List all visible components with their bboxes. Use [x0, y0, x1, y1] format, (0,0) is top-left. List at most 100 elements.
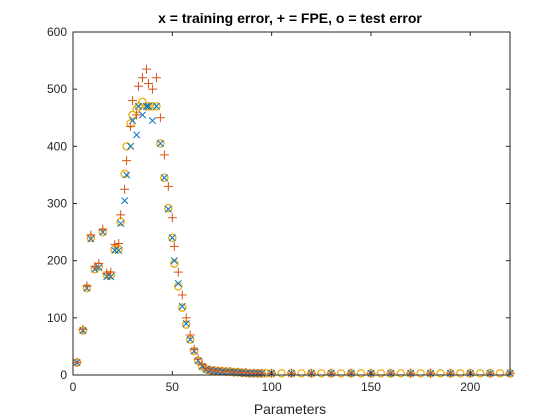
fpe-point: [169, 241, 179, 251]
fpe-point: [426, 368, 436, 378]
test-error-point: [144, 102, 153, 111]
fpe-point: [241, 368, 251, 378]
training-error-point: [142, 102, 151, 110]
training-error-point: [144, 102, 153, 110]
training-error-point: [148, 117, 157, 125]
test-error-point: [416, 368, 425, 378]
fpe-point: [141, 64, 151, 74]
test-error-point: [160, 173, 169, 183]
test-error-point: [297, 368, 306, 378]
fpe-point: [110, 240, 120, 250]
fpe-point: [114, 239, 124, 249]
fpe-point: [193, 354, 203, 364]
test-error-point: [170, 259, 179, 268]
plot-area: [73, 32, 510, 375]
training-error-point: [170, 257, 178, 265]
training-error-point: [152, 102, 160, 110]
y-tick-label: 200: [47, 254, 67, 268]
training-error-point: [121, 197, 129, 205]
training-error-point: [123, 171, 131, 179]
test-error-point: [152, 102, 161, 111]
fpe-point: [185, 330, 195, 340]
x-tick-label: 200: [460, 380, 480, 394]
test-error-point: [396, 368, 406, 378]
x-tick-label: 0: [70, 380, 77, 394]
fpe-point: [155, 113, 165, 123]
test-error-point: [164, 203, 173, 213]
fpe-point: [445, 368, 455, 378]
test-error-point: [277, 368, 286, 378]
training-error-point: [174, 279, 182, 288]
fpe-point: [201, 363, 211, 373]
training-error-point: [182, 319, 190, 328]
fpe-point: [128, 96, 138, 106]
y-tick-label: 400: [47, 139, 67, 153]
test-error-point: [156, 139, 165, 148]
fpe-point: [134, 81, 144, 91]
x-axis-label: Parameters: [254, 401, 326, 417]
test-error-point: [436, 368, 445, 378]
series-FPE: [72, 64, 515, 378]
training-error-point: [164, 205, 172, 213]
fpe-point: [189, 344, 199, 354]
training-error-point: [138, 111, 147, 119]
fpe-point: [163, 181, 173, 191]
fpe-point: [82, 281, 92, 291]
test-error-point: [376, 368, 386, 378]
training-error-point: [186, 336, 194, 344]
x-axis: 0 50 100 150 200: [70, 32, 481, 394]
fpe-point: [138, 73, 148, 83]
training-error-point: [178, 302, 186, 310]
fpe-point: [177, 290, 187, 300]
fpe-point: [257, 368, 267, 378]
training-error-point: [134, 102, 143, 110]
training-error-point: [127, 142, 135, 150]
training-error-point: [107, 273, 115, 281]
fpe-point: [98, 224, 108, 234]
fpe-point: [326, 368, 336, 378]
y-tick-label: 300: [47, 197, 67, 211]
fpe-point: [86, 230, 96, 240]
y-axis: 0 100 200 300 400 500 600: [47, 25, 510, 382]
x-tick-label: 150: [361, 380, 381, 394]
fpe-point: [173, 267, 183, 277]
fpe-point: [116, 210, 126, 220]
fpe-point: [72, 357, 82, 367]
test-error-point: [495, 368, 505, 378]
y-tick-label: 600: [47, 25, 67, 39]
test-error-point: [168, 233, 177, 243]
fpe-point: [485, 368, 495, 378]
test-error-point: [177, 303, 187, 312]
x-tick-label: 50: [166, 380, 180, 394]
fpe-point: [181, 313, 191, 323]
fpe-point: [94, 259, 104, 269]
fpe-point: [287, 368, 296, 378]
y-tick-label: 0: [60, 368, 67, 382]
y-tick-label: 100: [47, 311, 67, 325]
fpe-point: [143, 78, 153, 88]
x-tick-label: 100: [262, 380, 282, 394]
training-error-point: [117, 219, 125, 228]
fpe-point: [346, 368, 356, 378]
fpe-point: [126, 121, 136, 131]
data-marks: [72, 64, 515, 378]
fpe-point: [78, 324, 88, 334]
training-error-point: [115, 246, 123, 254]
training-error-point: [156, 139, 164, 148]
test-error-point: [173, 282, 183, 291]
y-tick-label: 500: [47, 82, 67, 96]
fpe-point: [167, 213, 177, 223]
fpe-point: [306, 368, 316, 378]
test-error-point: [356, 368, 366, 378]
fpe-point: [217, 366, 227, 376]
test-error-point: [475, 368, 485, 378]
fpe-point: [147, 84, 157, 94]
chart-title: x = training error, + = FPE, o = test er…: [158, 10, 422, 26]
fpe-point: [106, 267, 116, 277]
fpe-point: [406, 368, 416, 378]
fpe-point: [151, 73, 161, 83]
training-error-point: [133, 131, 141, 139]
training-error-point: [160, 174, 168, 182]
fpe-point: [205, 365, 215, 375]
